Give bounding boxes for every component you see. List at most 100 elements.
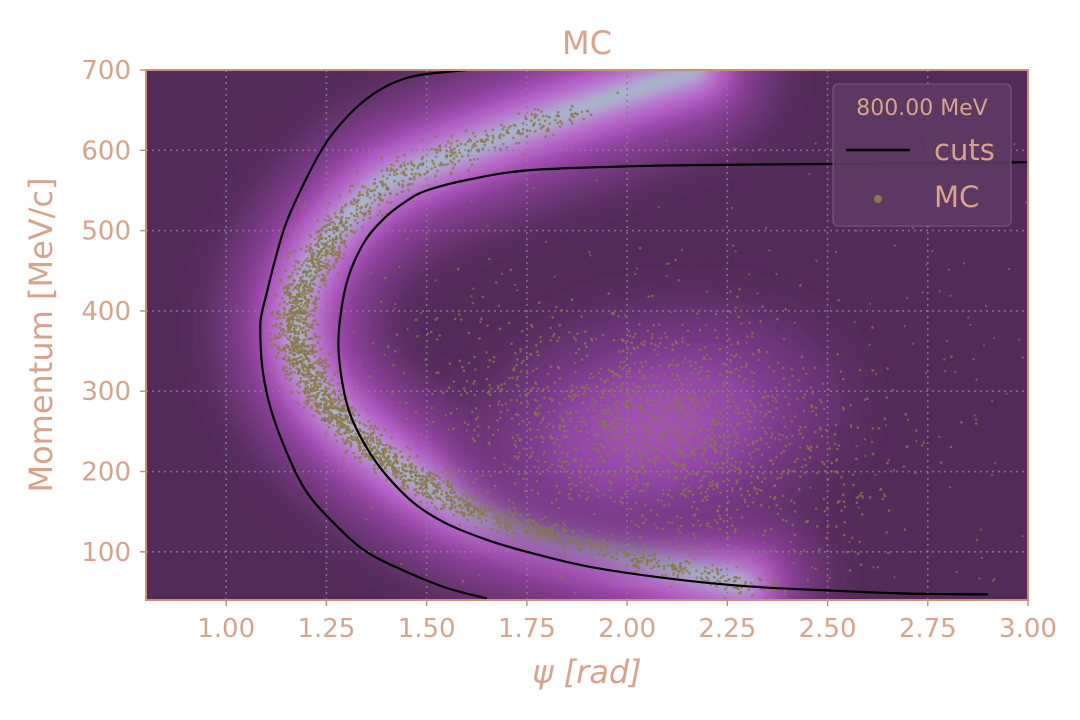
mc-point [563,436,566,439]
mc-point [324,265,328,268]
mc-point [669,382,672,386]
mc-point [705,290,708,293]
mc-point [516,358,519,361]
mc-point [574,371,577,374]
mc-point [650,567,653,570]
mc-point [541,114,545,118]
mc-point [302,261,306,264]
mc-point [453,163,457,166]
mc-point [574,351,578,355]
mc-point [392,164,396,167]
mc-point [664,346,668,350]
mc-point [642,426,646,430]
mc-point [460,318,463,321]
mc-point [372,440,375,444]
mc-point [386,457,390,461]
mc-point [537,118,541,122]
mc-point [517,422,521,426]
mc-point [429,471,433,475]
mc-point [688,571,691,575]
mc-point [630,403,633,406]
mc-point [470,199,473,202]
mc-point [380,169,384,172]
mc-point [449,142,453,145]
mc-point [323,377,327,381]
mc-point [635,471,638,474]
mc-point [364,205,368,209]
mc-point [304,383,308,387]
mc-point [737,315,740,319]
mc-point [788,383,791,387]
mc-point [351,184,355,188]
mc-point [706,374,710,378]
mc-point [601,391,604,394]
mc-point [771,432,774,436]
mc-point [833,432,837,436]
mc-point [450,504,454,507]
mc-point [698,348,702,352]
mc-point [627,392,631,395]
mc-point [497,384,500,388]
mc-point [380,448,384,451]
mc-point [331,384,335,387]
mc-point [615,552,619,556]
mc-point [586,408,590,411]
mc-point [414,477,417,481]
mc-point [701,357,705,360]
mc-point [509,268,512,272]
mc-point [312,275,316,279]
mc-point [730,206,734,210]
mc-point [284,369,288,373]
mc-point [389,169,392,173]
mc-point [785,435,788,439]
mc-point [694,472,697,476]
mc-point [690,382,693,386]
mc-point [357,446,361,449]
mc-point [600,378,603,381]
mc-point [698,486,701,490]
mc-point [334,241,338,244]
mc-point [516,457,519,461]
mc-point [580,529,584,533]
mc-point [527,421,531,424]
mc-point [743,500,747,504]
mc-point [555,438,559,441]
x-tick-label: 2.50 [799,614,857,644]
mc-point [282,357,286,360]
mc-point [304,250,308,253]
mc-point [538,530,541,534]
mc-point [713,448,717,452]
mc-point [599,472,602,476]
mc-point [310,352,313,356]
mc-point [395,168,399,172]
mc-point [340,206,344,209]
mc-point [797,429,801,432]
mc-point [641,515,644,519]
mc-point [384,467,387,471]
mc-point [659,466,662,469]
mc-point [975,378,978,381]
mc-point [449,154,452,158]
mc-point [698,401,701,405]
mc-point [678,436,681,440]
mc-point [317,410,320,414]
mc-point [656,415,659,419]
mc-point [656,345,660,348]
mc-point [465,391,469,395]
mc-point [658,341,662,345]
mc-point [425,477,428,481]
mc-point [455,407,459,411]
mc-point [825,506,829,510]
mc-point [517,141,521,145]
mc-point [314,319,317,322]
mc-point [343,423,346,427]
mc-point [491,527,494,531]
mc-point [474,477,478,481]
mc-point [616,91,620,95]
mc-point [293,353,297,357]
mc-point [813,430,817,434]
mc-point [681,466,685,469]
mc-point [557,367,561,370]
mc-point [525,527,529,530]
mc-point [670,521,674,525]
